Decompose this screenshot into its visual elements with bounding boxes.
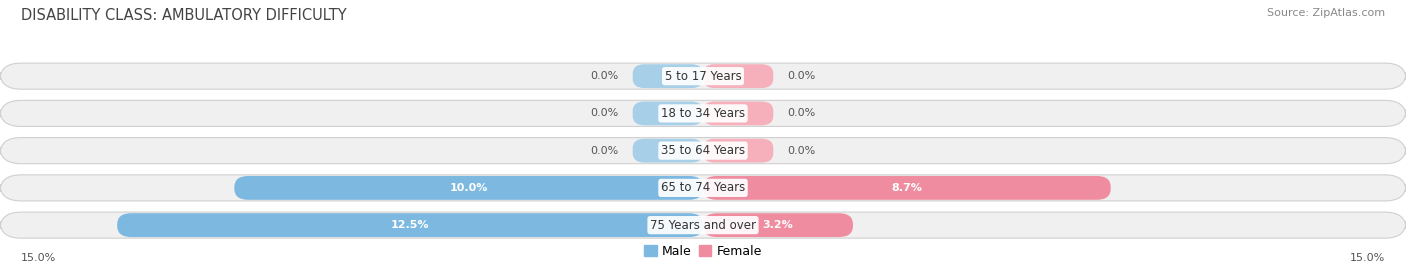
FancyBboxPatch shape (703, 176, 1111, 200)
Text: 5 to 17 Years: 5 to 17 Years (665, 70, 741, 83)
Text: 15.0%: 15.0% (21, 253, 56, 263)
FancyBboxPatch shape (633, 101, 703, 125)
Text: 0.0%: 0.0% (591, 146, 619, 156)
Legend: Male, Female: Male, Female (640, 240, 766, 263)
Text: 15.0%: 15.0% (1350, 253, 1385, 263)
Text: DISABILITY CLASS: AMBULATORY DIFFICULTY: DISABILITY CLASS: AMBULATORY DIFFICULTY (21, 8, 347, 23)
Text: 8.7%: 8.7% (891, 183, 922, 193)
Text: 0.0%: 0.0% (787, 71, 815, 81)
FancyBboxPatch shape (703, 213, 853, 237)
FancyBboxPatch shape (703, 139, 773, 162)
FancyBboxPatch shape (0, 138, 1406, 164)
FancyBboxPatch shape (0, 175, 1406, 201)
FancyBboxPatch shape (0, 100, 1406, 126)
Text: 0.0%: 0.0% (787, 146, 815, 156)
Text: Source: ZipAtlas.com: Source: ZipAtlas.com (1267, 8, 1385, 18)
FancyBboxPatch shape (0, 63, 1406, 89)
FancyBboxPatch shape (633, 64, 703, 88)
FancyBboxPatch shape (235, 176, 703, 200)
Text: 0.0%: 0.0% (591, 71, 619, 81)
Text: 10.0%: 10.0% (450, 183, 488, 193)
Text: 35 to 64 Years: 35 to 64 Years (661, 144, 745, 157)
Text: 75 Years and over: 75 Years and over (650, 219, 756, 232)
Text: 18 to 34 Years: 18 to 34 Years (661, 107, 745, 120)
Text: 0.0%: 0.0% (591, 108, 619, 118)
Text: 0.0%: 0.0% (787, 108, 815, 118)
FancyBboxPatch shape (117, 213, 703, 237)
Text: 65 to 74 Years: 65 to 74 Years (661, 181, 745, 194)
FancyBboxPatch shape (0, 212, 1406, 238)
FancyBboxPatch shape (703, 64, 773, 88)
FancyBboxPatch shape (703, 101, 773, 125)
Text: 12.5%: 12.5% (391, 220, 429, 230)
Text: 3.2%: 3.2% (762, 220, 793, 230)
FancyBboxPatch shape (633, 139, 703, 162)
